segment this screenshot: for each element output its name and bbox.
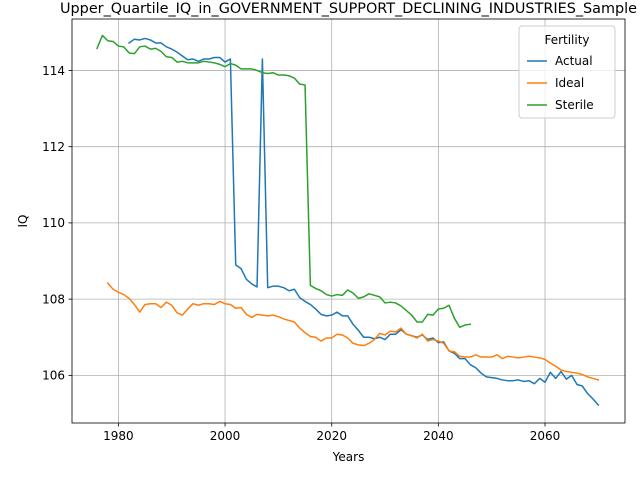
y-tick-label: 106 bbox=[42, 369, 65, 383]
y-tick-label: 108 bbox=[42, 292, 65, 306]
x-tick-label: 1980 bbox=[103, 429, 134, 443]
legend-entry-sterile: Sterile bbox=[555, 98, 594, 112]
legend-entry-actual: Actual bbox=[555, 54, 593, 68]
x-tick-label: 2040 bbox=[423, 429, 454, 443]
legend: Fertility Actual Ideal Sterile bbox=[519, 26, 615, 118]
y-tick-label: 110 bbox=[42, 216, 65, 230]
y-tick-label: 112 bbox=[42, 140, 65, 154]
x-tick-label: 2060 bbox=[530, 429, 561, 443]
x-tick-label: 2020 bbox=[316, 429, 347, 443]
x-axis-label: Years bbox=[332, 450, 365, 464]
y-axis-label: IQ bbox=[16, 215, 30, 228]
x-tick-label: 2000 bbox=[210, 429, 241, 443]
legend-title: Fertility bbox=[544, 33, 589, 47]
legend-entry-ideal: Ideal bbox=[555, 76, 584, 90]
chart-title: Upper_Quartile_IQ_in_GOVERNMENT_SUPPORT_… bbox=[60, 1, 637, 17]
y-tick-label: 114 bbox=[42, 64, 65, 78]
